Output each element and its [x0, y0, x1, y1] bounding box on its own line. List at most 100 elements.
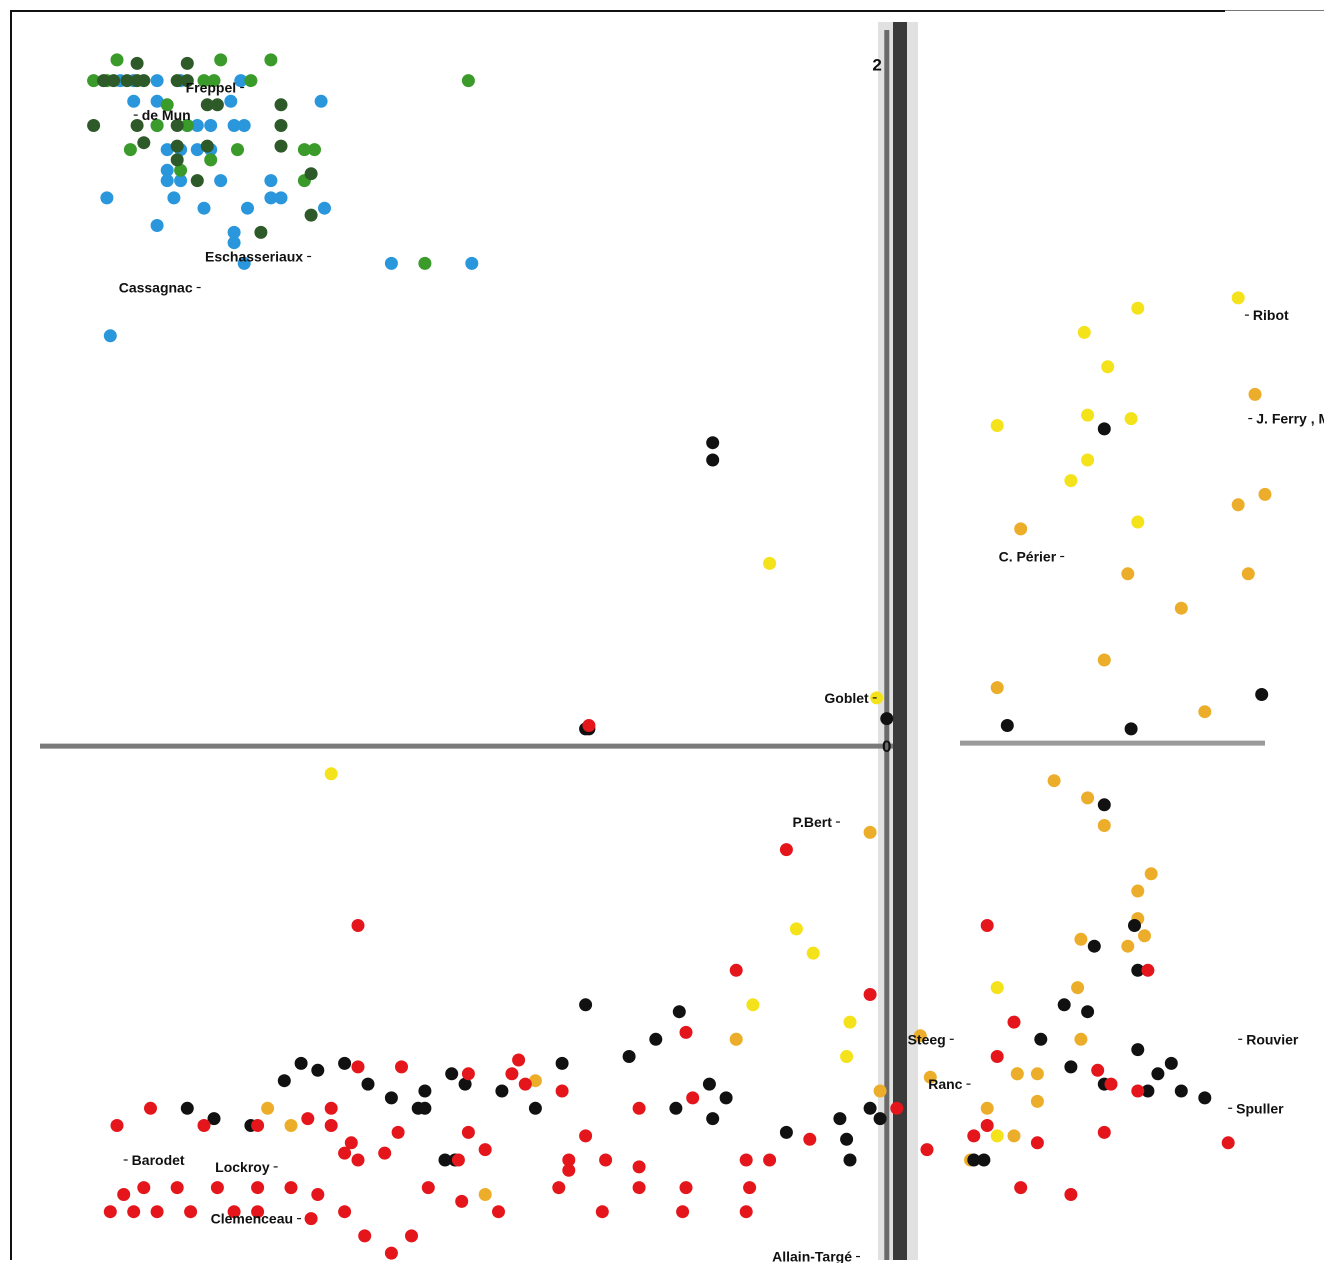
green-point: [174, 163, 188, 177]
red-point: [579, 1129, 593, 1143]
blue-point: [150, 74, 164, 88]
orange-point: [873, 1084, 887, 1098]
red-point: [110, 1119, 124, 1132]
black-point: [1151, 1067, 1165, 1081]
orange-point: [1138, 929, 1151, 943]
black-point: [1255, 688, 1269, 701]
red-point: [127, 1205, 141, 1219]
black-point: [706, 1112, 720, 1126]
black-point: [1164, 1056, 1178, 1070]
yellow-point: [324, 767, 338, 781]
orange-point: [1010, 1067, 1024, 1081]
yellow-point: [990, 419, 1004, 432]
red-point: [980, 919, 994, 932]
blue-point: [264, 174, 278, 188]
blue-point: [227, 119, 241, 132]
red-point: [512, 1053, 526, 1067]
dark_green-point: [87, 119, 101, 132]
dark_green-point: [130, 119, 144, 132]
black-point: [180, 1101, 194, 1115]
black-point: [833, 1112, 847, 1126]
y-tick-label: 0: [882, 737, 891, 756]
red-point: [395, 1060, 408, 1074]
black-point: [977, 1153, 991, 1167]
yellow-point: [1081, 453, 1095, 467]
orange-point: [863, 825, 877, 839]
black-point: [1034, 1032, 1048, 1046]
page-border-left: [10, 10, 12, 1260]
red-point: [492, 1205, 505, 1219]
red-point: [1030, 1136, 1044, 1150]
green-point: [180, 119, 194, 132]
black-point: [338, 1056, 352, 1070]
orange-point: [1071, 981, 1085, 995]
blue-point: [227, 236, 241, 250]
green-point: [244, 74, 258, 88]
blue-point: [465, 256, 479, 270]
black-point: [438, 1153, 452, 1167]
red-point: [284, 1181, 298, 1195]
red-point: [1097, 1125, 1111, 1139]
red-point: [338, 1146, 352, 1160]
black-point: [495, 1084, 509, 1098]
annotation-label: Clemenceau: [211, 1211, 293, 1227]
black-point: [706, 453, 720, 467]
red-point: [743, 1181, 757, 1195]
yellow-point: [843, 1015, 857, 1029]
yellow-point: [1124, 412, 1138, 426]
green-point: [214, 53, 228, 67]
red-point: [1104, 1077, 1118, 1091]
dark_green-point: [97, 74, 111, 88]
orange-point: [729, 1032, 743, 1046]
red-point: [461, 1125, 475, 1139]
annotation-label: Spuller: [1236, 1100, 1284, 1116]
blue-point: [274, 191, 288, 205]
axes: [40, 30, 1265, 1260]
orange-point: [1248, 387, 1262, 401]
red-point: [729, 963, 743, 977]
orange-point: [1014, 522, 1028, 536]
blue-point: [227, 225, 241, 239]
binding-gutter: [893, 22, 907, 1260]
red-point: [351, 919, 365, 932]
green-point: [418, 256, 432, 270]
red-point: [562, 1153, 576, 1167]
blue-point: [237, 256, 251, 270]
red-point: [144, 1101, 157, 1115]
red-point: [632, 1160, 646, 1174]
black-point: [1131, 963, 1145, 977]
orange-point: [1097, 819, 1111, 832]
green-point: [123, 143, 137, 157]
orange-point: [528, 1074, 542, 1088]
black-point: [1131, 1043, 1145, 1057]
orange-point: [923, 1070, 937, 1084]
yellow-point: [990, 981, 1004, 995]
yellow-point: [1077, 325, 1091, 339]
orange-point: [1258, 487, 1272, 501]
blue-point: [214, 174, 228, 188]
dark_green-point: [274, 139, 288, 153]
blue-point: [234, 74, 248, 88]
black-point: [555, 1056, 569, 1070]
dark_green-point: [210, 98, 224, 112]
red-point: [351, 1060, 365, 1074]
black-point: [622, 1050, 636, 1063]
yellow-point: [1064, 474, 1078, 488]
black-point: [706, 436, 720, 450]
blue-point: [103, 329, 117, 343]
annotation-label: Barodet: [132, 1152, 185, 1168]
black-point: [1064, 1060, 1078, 1074]
black-point: [1174, 1084, 1188, 1098]
red-point: [1007, 1015, 1021, 1029]
black-point: [1081, 1005, 1095, 1019]
blue-point: [204, 119, 218, 132]
black-point: [579, 998, 593, 1012]
y-tick-label: 2: [872, 55, 881, 74]
dark_green-point: [180, 74, 194, 88]
red-point: [1064, 1188, 1078, 1201]
blue-point: [167, 191, 181, 205]
black-point: [1057, 998, 1071, 1012]
green-point: [207, 74, 221, 88]
